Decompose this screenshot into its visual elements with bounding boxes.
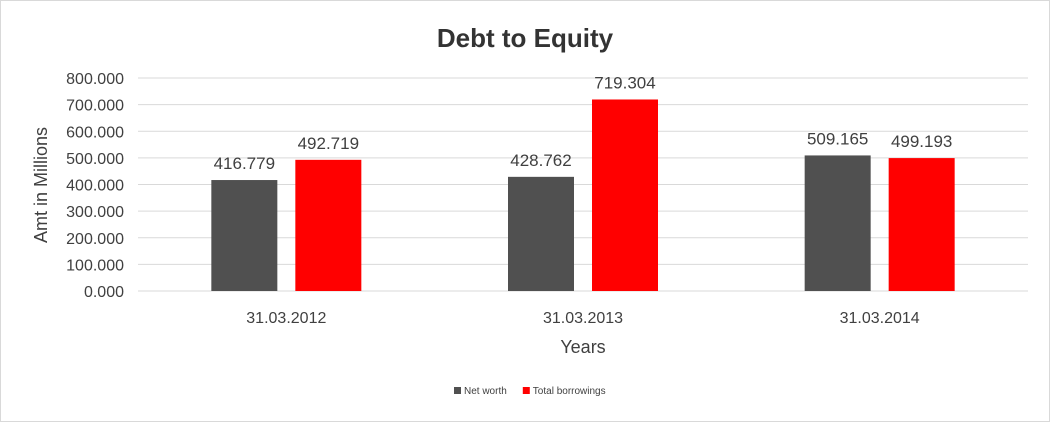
x-axis-categories: 31.03.2012 31.03.2013 31.03.2014 (246, 310, 920, 327)
y-tick-label: 800.000 (66, 71, 124, 88)
x-category-label: 31.03.2014 (840, 310, 920, 327)
bar-total-borrowings (295, 159, 362, 291)
legend-swatch (522, 387, 530, 394)
legend-item: Net worth (454, 386, 507, 397)
bar-net-worth (211, 180, 278, 291)
y-tick-label: 100.000 (66, 257, 124, 274)
y-tick-label: 0.000 (84, 284, 124, 301)
y-tick-label: 200.000 (66, 231, 124, 248)
y-tick-label: 700.000 (66, 98, 124, 115)
legend: Net worth Total borrowings (454, 386, 606, 397)
y-tick-label: 300.000 (66, 204, 124, 221)
bar-net-worth (804, 155, 871, 291)
data-label: 428.762 (510, 151, 571, 170)
y-tick-label: 400.000 (66, 178, 124, 195)
legend-swatch (454, 387, 461, 394)
legend-label: Net worth (464, 386, 507, 397)
data-label: 499.193 (891, 132, 952, 151)
bar-total-borrowings (592, 99, 658, 291)
y-axis-ticks: 0.000 100.000 200.000 300.000 400.000 500.000… (66, 71, 124, 301)
data-label: 719.304 (594, 73, 655, 92)
x-axis-title: Years (560, 337, 605, 357)
bar-total-borrowings (888, 158, 955, 291)
bars (211, 99, 955, 291)
data-labels: 416.779 492.719 428.762 719.304 509.165 499.1… (214, 73, 953, 173)
data-label: 416.779 (214, 154, 275, 173)
y-tick-label: 600.000 (66, 124, 124, 141)
x-category-label: 31.03.2013 (543, 310, 623, 327)
y-tick-label: 500.000 (66, 151, 124, 168)
chart-title: Debt to Equity (437, 23, 614, 53)
legend-item: Total borrowings (522, 386, 606, 397)
x-category-label: 31.03.2012 (246, 310, 326, 327)
bar-net-worth (508, 176, 574, 291)
data-label: 492.719 (298, 134, 359, 153)
data-label: 509.165 (807, 129, 868, 148)
legend-label: Total borrowings (533, 386, 606, 397)
y-axis-title: Amt in Millions (31, 127, 51, 243)
gridlines (138, 77, 1028, 292)
